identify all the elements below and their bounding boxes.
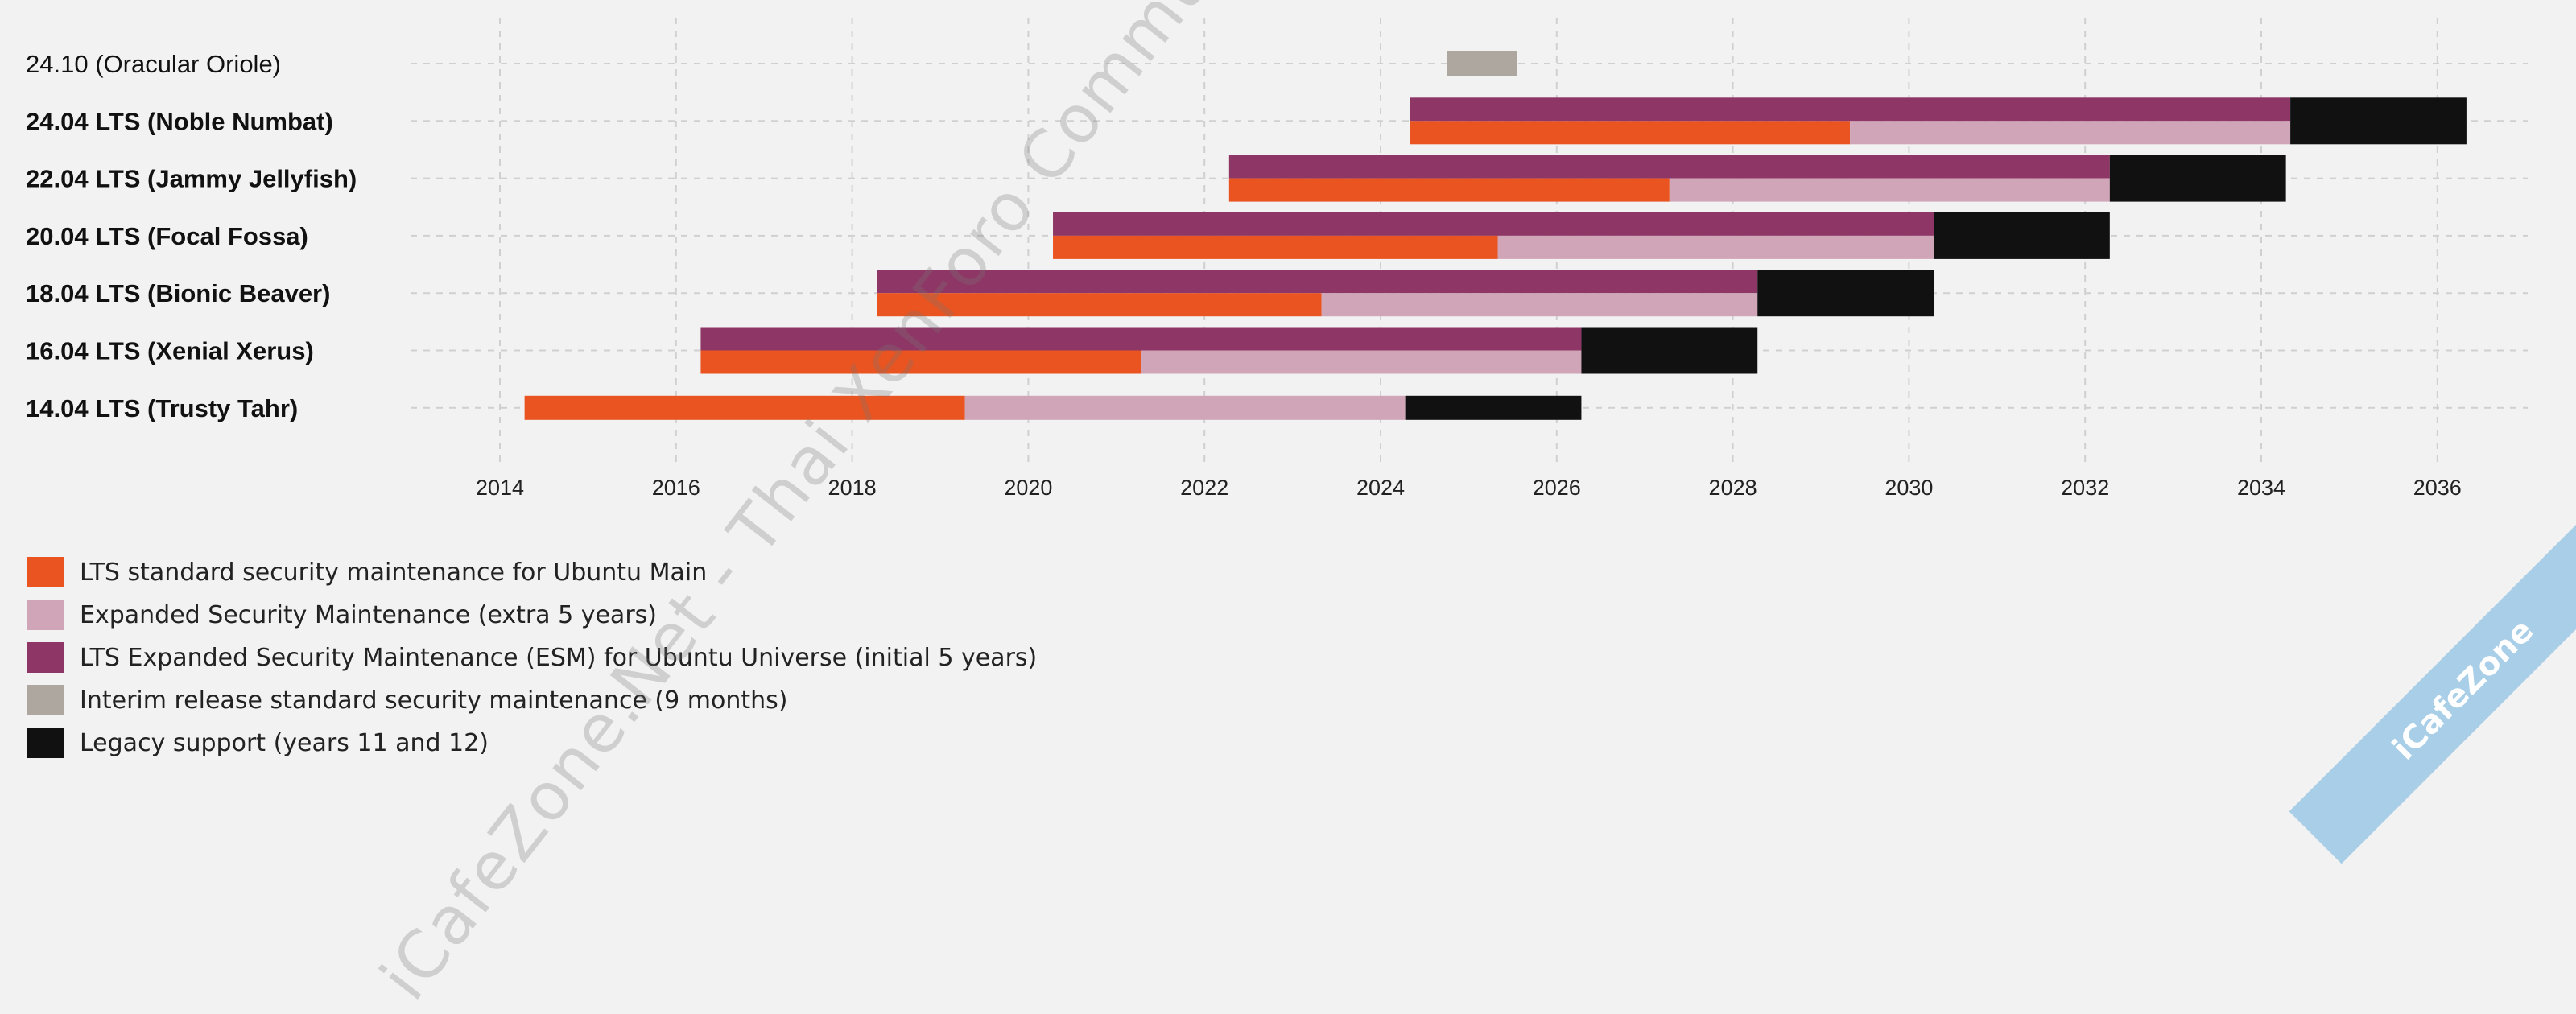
legend-swatch-esm (27, 600, 64, 630)
x-tick-label: 2020 (1004, 476, 1052, 500)
x-tick-label: 2016 (652, 476, 700, 500)
bar-expanded-maintenance (1321, 293, 1758, 317)
bar-expanded-maintenance (964, 395, 1406, 420)
bar-standard-main (1410, 121, 1851, 145)
legend: LTS standard security maintenance for Ub… (27, 555, 1037, 769)
bar-esm-universe (1228, 155, 2110, 179)
bar-expanded-maintenance (1497, 235, 1934, 259)
bar-esm-universe (1053, 212, 1934, 236)
bar-legacy-support (1581, 327, 1758, 374)
legend-item-standard: LTS standard security maintenance for Ub… (27, 555, 1037, 589)
legend-label-standard: LTS standard security maintenance for Ub… (80, 558, 708, 587)
row-label: 16.04 LTS (Xenial Xerus) (26, 337, 314, 365)
bar-standard-main (1228, 178, 1670, 202)
bar-esm-universe (700, 327, 1582, 351)
bar-legacy-support (2290, 97, 2467, 145)
bar-standard-main (877, 293, 1322, 317)
legend-label-legacy: Legacy support (years 11 and 12) (80, 728, 489, 757)
legend-item-legacy: Legacy support (years 11 and 12) (27, 726, 1037, 760)
bar-standard-main (524, 395, 965, 420)
bar-legacy-support (2109, 155, 2286, 202)
x-tick-label: 2018 (828, 476, 877, 500)
row-label: 18.04 LTS (Bionic Beaver) (26, 279, 330, 307)
row-label: 22.04 LTS (Jammy Jellyfish) (26, 165, 357, 193)
bar-expanded-maintenance (1850, 121, 2291, 145)
row-label: 24.04 LTS (Noble Numbat) (26, 107, 333, 135)
bar-esm-universe (877, 270, 1758, 294)
x-tick-label: 2028 (1709, 476, 1757, 500)
row-label: 24.10 (Oracular Oriole) (26, 50, 281, 78)
row-label: 20.04 LTS (Focal Fossa) (26, 222, 308, 250)
row-labels: 24.10 (Oracular Oriole) 24.04 LTS (Noble … (26, 50, 357, 422)
x-tick-label: 2026 (1533, 476, 1581, 500)
x-tick-label: 2030 (1885, 476, 1933, 500)
legend-item-universe: LTS Expanded Security Maintenance (ESM) … (27, 641, 1037, 674)
x-axis-ticks: 2014 2016 2018 2020 2022 2024 2026 2028 2030 2032… (476, 476, 2462, 500)
bars (524, 51, 2467, 420)
legend-item-esm: Expanded Security Maintenance (extra 5 y… (27, 598, 1037, 632)
legend-swatch-legacy (27, 728, 64, 758)
row-label: 14.04 LTS (Trusty Tahr) (26, 394, 298, 422)
x-tick-label: 2022 (1180, 476, 1228, 500)
x-tick-label: 2032 (2061, 476, 2109, 500)
corner-banner: iCafeZone (2289, 515, 2576, 864)
bar-esm-universe (1410, 97, 2291, 122)
x-tick-label: 2014 (476, 476, 524, 500)
bar-standard-main (700, 350, 1141, 374)
legend-label-esm: Expanded Security Maintenance (extra 5 y… (80, 600, 657, 629)
x-tick-label: 2036 (2413, 476, 2462, 500)
x-tick-label: 2024 (1356, 476, 1405, 500)
release-timeline-chart: 24.10 (Oracular Oriole) 24.04 LTS (Noble … (26, 18, 2528, 500)
legend-swatch-standard (27, 557, 64, 587)
bar-expanded-maintenance (1141, 350, 1582, 374)
legend-label-universe: LTS Expanded Security Maintenance (ESM) … (80, 643, 1038, 672)
bar-standard-main (1053, 235, 1498, 259)
bar-expanded-maintenance (1669, 178, 2110, 202)
legend-swatch-interim (27, 685, 64, 715)
bar-legacy-support (1757, 270, 1934, 317)
legend-swatch-universe (27, 642, 64, 673)
bar-legacy-support (1405, 395, 1582, 420)
x-tick-label: 2034 (2237, 476, 2285, 500)
legend-item-interim: Interim release standard security mainte… (27, 683, 1037, 717)
bar-legacy-support (1934, 212, 2110, 259)
bar-interim (1447, 51, 1517, 76)
legend-label-interim: Interim release standard security mainte… (80, 686, 788, 715)
